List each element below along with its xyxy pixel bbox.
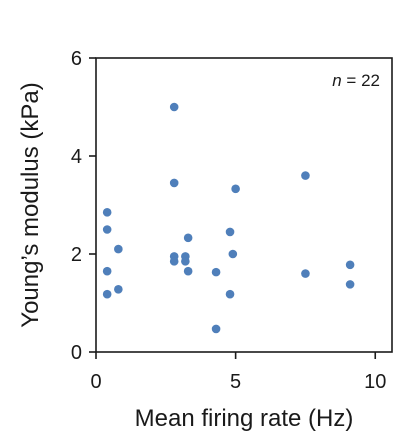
data-point xyxy=(102,208,112,217)
annotation-rest: = 22 xyxy=(342,71,380,90)
y-tick-label: 6 xyxy=(71,48,82,70)
data-point xyxy=(114,284,123,294)
y-tick-label: 4 xyxy=(71,146,82,168)
x-tick-label: 5 xyxy=(230,371,241,393)
data-point xyxy=(169,102,179,112)
x-axis-label: Mean firing rate (Hz) xyxy=(135,405,354,432)
x-tick-label: 0 xyxy=(90,371,101,393)
data-point xyxy=(225,227,235,237)
data-point xyxy=(114,244,123,254)
points-layer xyxy=(102,102,355,334)
data-point xyxy=(102,289,112,299)
data-point xyxy=(181,257,190,266)
data-point xyxy=(301,269,310,278)
y-tick-label: 2 xyxy=(71,244,82,266)
y-tick-label: 0 xyxy=(71,342,82,364)
y-axis-label: Young’s modulus (kPa) xyxy=(17,82,44,327)
data-point xyxy=(102,225,112,234)
data-point xyxy=(345,260,355,270)
data-point xyxy=(211,324,221,334)
data-point xyxy=(301,171,310,180)
plot-frame xyxy=(95,57,393,353)
data-point xyxy=(169,178,179,188)
data-point xyxy=(345,280,355,289)
data-point xyxy=(102,266,112,276)
data-point xyxy=(225,289,235,299)
data-point xyxy=(231,184,240,194)
ticks-layer: 0 5 10 0 2 4 6 xyxy=(71,48,386,393)
x-tick-label: 10 xyxy=(364,371,386,393)
data-point xyxy=(169,257,179,266)
sample-size-annotation: n = 22 xyxy=(332,71,380,90)
annotation-italic: n xyxy=(332,71,341,90)
data-point xyxy=(183,233,193,243)
data-point xyxy=(183,266,193,276)
data-point xyxy=(211,267,221,277)
data-point xyxy=(228,249,238,259)
